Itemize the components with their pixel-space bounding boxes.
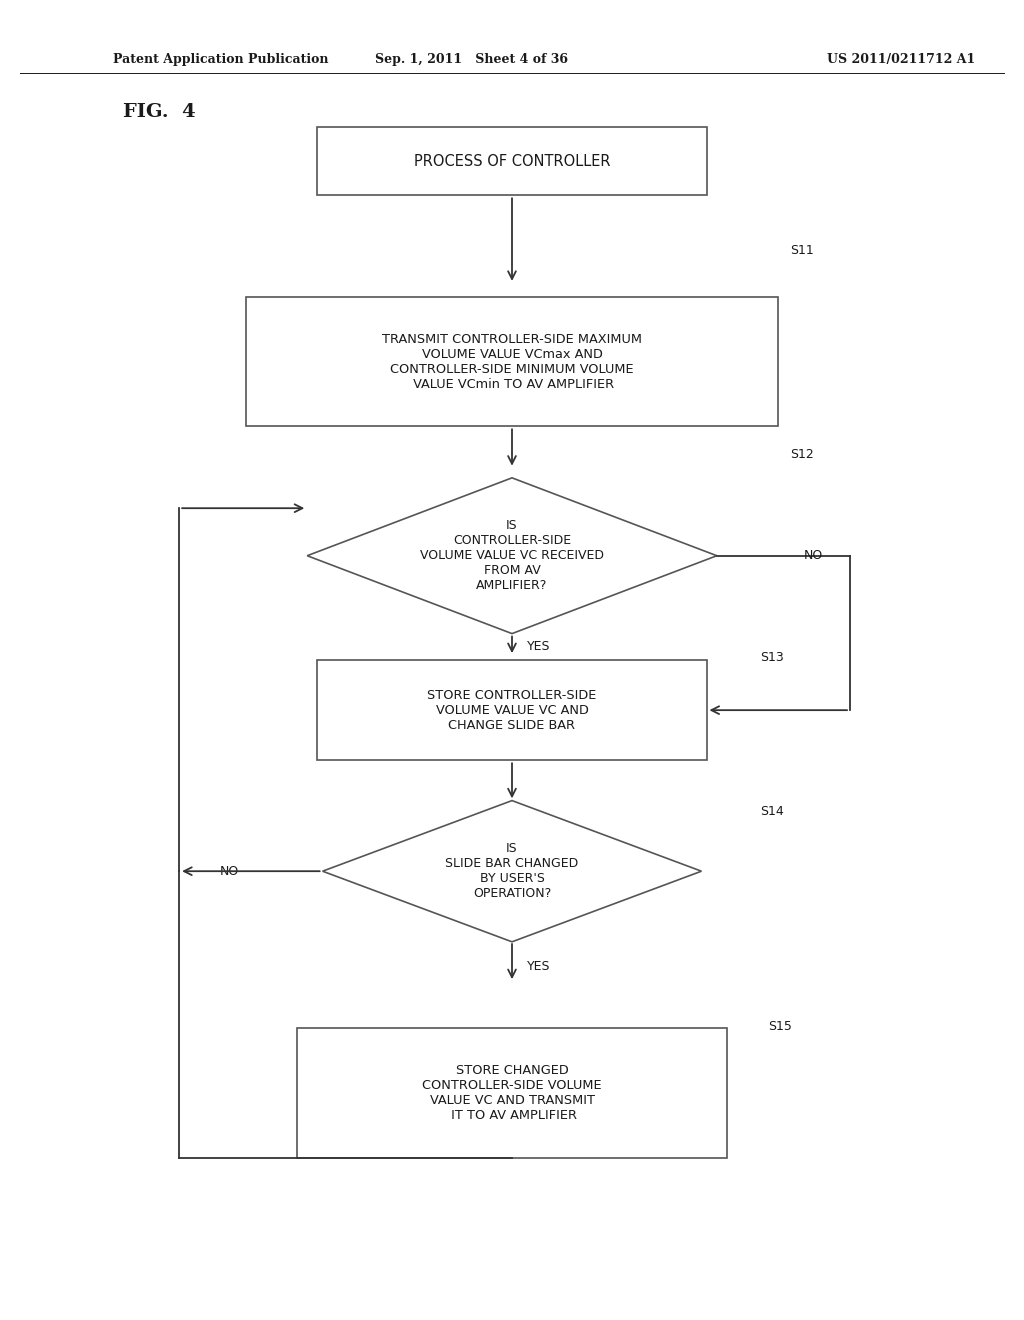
Text: TRANSMIT CONTROLLER-SIDE MAXIMUM
VOLUME VALUE VCmax AND
CONTROLLER-SIDE MINIMUM : TRANSMIT CONTROLLER-SIDE MAXIMUM VOLUME … bbox=[382, 333, 642, 391]
Text: PROCESS OF CONTROLLER: PROCESS OF CONTROLLER bbox=[414, 153, 610, 169]
Text: NO: NO bbox=[804, 549, 823, 562]
Text: NO: NO bbox=[220, 865, 240, 878]
FancyBboxPatch shape bbox=[246, 297, 778, 426]
Text: S13: S13 bbox=[760, 651, 783, 664]
FancyBboxPatch shape bbox=[297, 1028, 727, 1158]
FancyBboxPatch shape bbox=[317, 660, 707, 760]
Text: YES: YES bbox=[527, 640, 551, 653]
Text: S15: S15 bbox=[768, 1020, 792, 1034]
Text: STORE CHANGED
CONTROLLER-SIDE VOLUME
VALUE VC AND TRANSMIT
 IT TO AV AMPLIFIER: STORE CHANGED CONTROLLER-SIDE VOLUME VAL… bbox=[422, 1064, 602, 1122]
Text: S14: S14 bbox=[760, 805, 783, 818]
Text: Sep. 1, 2011   Sheet 4 of 36: Sep. 1, 2011 Sheet 4 of 36 bbox=[375, 53, 567, 66]
FancyBboxPatch shape bbox=[317, 127, 707, 195]
Text: FIG.  4: FIG. 4 bbox=[123, 103, 196, 121]
Text: Patent Application Publication: Patent Application Publication bbox=[113, 53, 328, 66]
Text: STORE CONTROLLER-SIDE
VOLUME VALUE VC AND
CHANGE SLIDE BAR: STORE CONTROLLER-SIDE VOLUME VALUE VC AN… bbox=[427, 689, 597, 731]
Text: YES: YES bbox=[527, 960, 551, 973]
Polygon shape bbox=[307, 478, 717, 634]
Text: IS
SLIDE BAR CHANGED
BY USER'S
OPERATION?: IS SLIDE BAR CHANGED BY USER'S OPERATION… bbox=[445, 842, 579, 900]
Text: S12: S12 bbox=[791, 447, 814, 461]
Polygon shape bbox=[323, 800, 701, 942]
Text: S11: S11 bbox=[791, 244, 814, 257]
Text: US 2011/0211712 A1: US 2011/0211712 A1 bbox=[827, 53, 975, 66]
Text: IS
CONTROLLER-SIDE
VOLUME VALUE VC RECEIVED
FROM AV
AMPLIFIER?: IS CONTROLLER-SIDE VOLUME VALUE VC RECEI… bbox=[420, 519, 604, 593]
